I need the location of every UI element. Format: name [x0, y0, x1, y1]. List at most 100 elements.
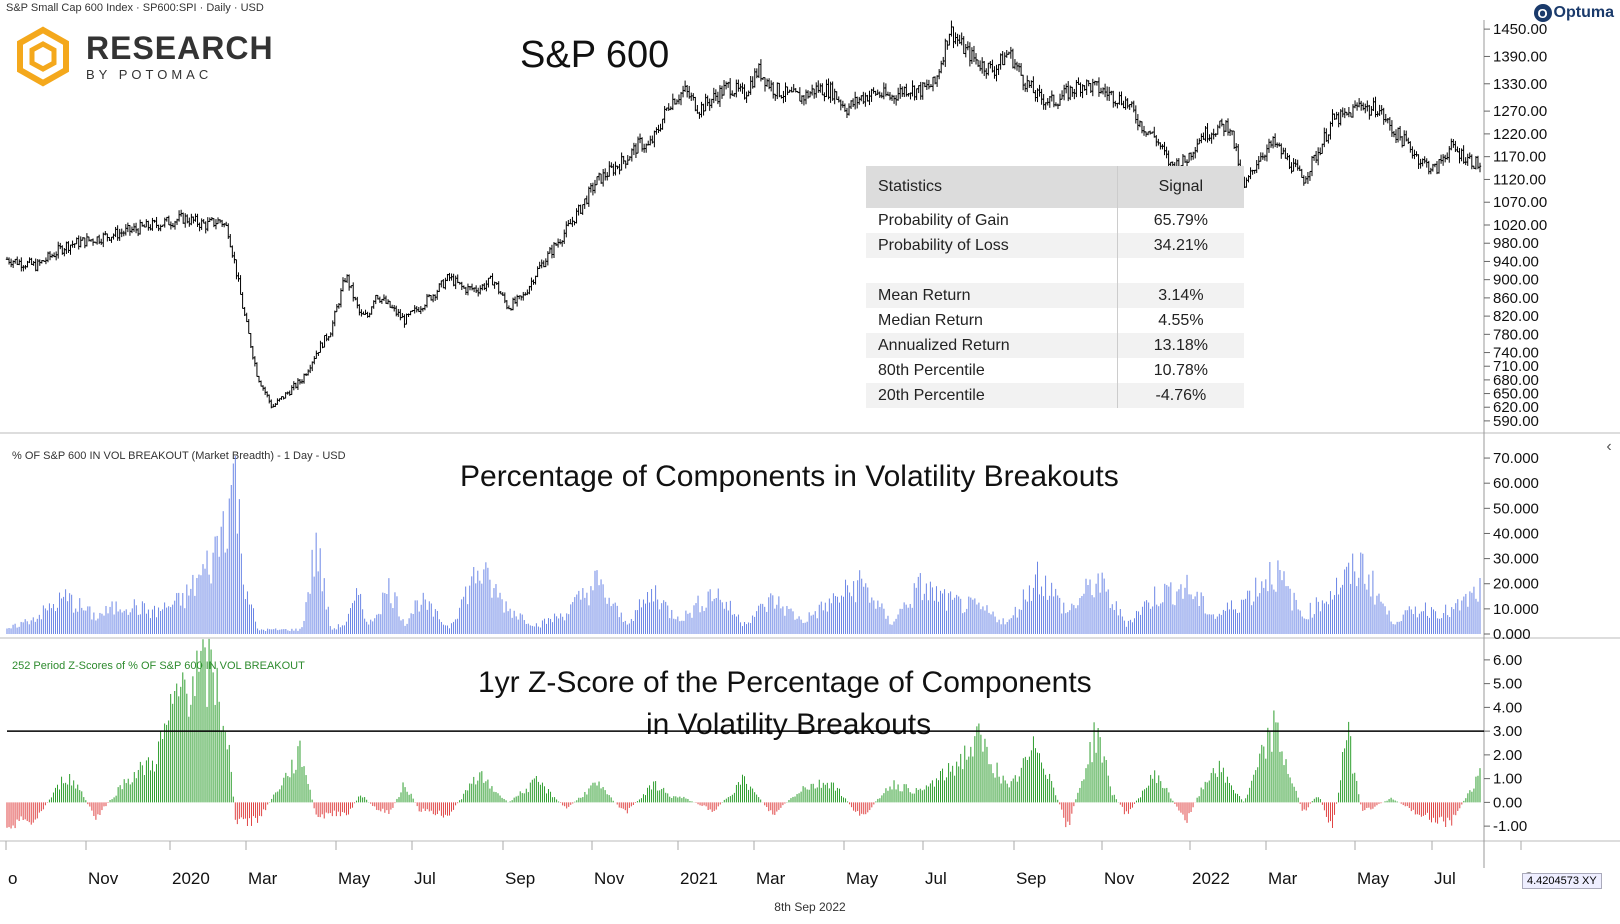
hexagon-logo-icon — [17, 26, 69, 87]
y-tick-label: 1390.00 — [1493, 48, 1547, 65]
x-tick-label: 2022 — [1192, 869, 1230, 888]
y-tick-label: 1120.00 — [1493, 171, 1546, 188]
breadth-panel-label: % OF S&P 600 IN VOL BREAKOUT (Market Bre… — [12, 450, 346, 462]
stats-row: Probability of Loss 34.21% — [866, 233, 1244, 258]
y-tick-label: 590.00 — [1493, 413, 1539, 430]
y-tick-label: 1020.00 — [1493, 217, 1547, 234]
y-tick-label: 3.00 — [1493, 723, 1522, 740]
y-tick-label: 820.00 — [1493, 308, 1539, 325]
y-tick-label: 40.000 — [1493, 525, 1539, 542]
y-tick-label: 0.00 — [1493, 794, 1522, 811]
stats-row-label: 80th Percentile — [866, 358, 1118, 383]
y-tick-label: 20.000 — [1493, 576, 1539, 593]
x-tick-label: Mar — [756, 869, 786, 888]
y-tick-label: 1330.00 — [1493, 76, 1547, 93]
y-tick-label: 50.000 — [1493, 500, 1539, 517]
x-axis: o Nov 2020 Mar May Jul Sep Nov 2021 Mar May Jul Sep N… — [5, 841, 1544, 888]
crosshair-value: 4.4204573 XY — [1522, 873, 1602, 889]
y-tick-label: 680.00 — [1493, 372, 1539, 389]
y-tick-label: 900.00 — [1493, 272, 1539, 289]
zscore-chart-title-line2: in Volatility Breakouts — [646, 708, 932, 741]
y-tick-label: 1220.00 — [1493, 126, 1547, 143]
stats-row-label: Probability of Gain — [866, 208, 1118, 233]
zscore-chart-title-line1: 1yr Z-Score of the Percentage of Compone… — [478, 666, 1092, 699]
y-tick-label: 1450.00 — [1493, 21, 1547, 38]
x-tick-label: Sep — [1016, 869, 1046, 888]
y-tick-label: 740.00 — [1493, 345, 1539, 362]
stats-row: 20th Percentile -4.76% — [866, 383, 1244, 408]
stats-row-value — [1117, 258, 1244, 283]
y-tick-label: 620.00 — [1493, 399, 1539, 416]
zscore-panel-label: 252 Period Z-Scores of % OF S&P 600 IN V… — [12, 660, 305, 672]
y-tick-label: 1270.00 — [1493, 103, 1547, 120]
stats-row-value: 34.21% — [1117, 233, 1244, 258]
y-tick-label: 70.000 — [1493, 450, 1539, 467]
y-tick-label: 30.000 — [1493, 551, 1539, 568]
stats-row-label: 20th Percentile — [866, 383, 1118, 408]
stats-row: Mean Return 3.14% — [866, 283, 1244, 308]
x-tick-label: Jul — [925, 869, 947, 888]
y-tick-label: 1070.00 — [1493, 194, 1547, 211]
chart-date: 8th Sep 2022 — [774, 900, 846, 914]
y-tick-label: 650.00 — [1493, 386, 1539, 403]
y-tick-label: 0.000 — [1493, 626, 1531, 643]
y-tick-label: 10.000 — [1493, 601, 1539, 618]
y-tick-label: 1170.00 — [1493, 149, 1546, 166]
logo-sub-text: BY POTOMAC — [86, 67, 213, 82]
x-tick-label: o — [8, 869, 17, 888]
x-tick-label: Mar — [248, 869, 278, 888]
collapse-panel-icon[interactable]: ‹ — [1606, 438, 1612, 455]
breadth-chart-title: Percentage of Components in Volatility B… — [460, 460, 1119, 493]
x-tick-label: Jul — [1434, 869, 1456, 888]
stats-row-value: 10.78% — [1153, 361, 1208, 379]
breadth-series — [6, 456, 1481, 634]
price-chart-title: S&P 600 — [520, 34, 670, 76]
stats-row-value: 13.18% — [1117, 333, 1244, 358]
y-tick-label: 710.00 — [1493, 358, 1539, 375]
x-tick-label: Sep — [505, 869, 535, 888]
x-tick-label: May — [338, 869, 371, 888]
stats-row-label: Probability of Loss — [866, 233, 1118, 258]
x-tick-label: Nov — [88, 869, 119, 888]
y-axis-ticks: 1450.00 1390.00 1330.00 1270.00 1220.00 1170.… — [1484, 21, 1547, 835]
y-tick-label: 1.00 — [1493, 771, 1522, 788]
y-tick-label: 860.00 — [1493, 290, 1539, 307]
stats-row-value: 4.55% — [1158, 311, 1204, 329]
stats-row-label — [866, 258, 1118, 283]
x-tick-label: Nov — [1104, 869, 1135, 888]
stats-row: 80th Percentile 10.78% — [866, 358, 1244, 383]
logo-main-text: RESEARCH — [86, 30, 274, 66]
stats-header-signal: Signal — [1117, 166, 1244, 208]
research-logo: RESEARCH BY POTOMAC — [12, 26, 274, 88]
y-tick-label: 2.00 — [1493, 747, 1522, 764]
stats-row: Annualized Return 13.18% — [866, 333, 1244, 358]
x-tick-label: 2020 — [172, 869, 210, 888]
y-tick-label: 980.00 — [1493, 235, 1539, 252]
y-tick-label: 60.000 — [1493, 475, 1539, 492]
x-tick-label: Mar — [1268, 869, 1298, 888]
price-series — [5, 20, 1482, 409]
stats-row-label: Mean Return — [866, 283, 1118, 308]
y-tick-label: 6.00 — [1493, 652, 1522, 669]
x-tick-label: Nov — [594, 869, 625, 888]
stats-row-value: -4.76% — [1117, 383, 1244, 408]
stats-row-value: 3.14% — [1117, 283, 1244, 308]
x-tick-label: Jul — [414, 869, 436, 888]
x-tick-label: 2021 — [680, 869, 718, 888]
y-tick-label: 5.00 — [1493, 676, 1522, 693]
stats-header-statistics: Statistics — [866, 166, 1118, 208]
stats-row-label: Median Return — [866, 308, 1118, 333]
stats-row-value: 65.79% — [1153, 211, 1208, 229]
chart-info: S&P Small Cap 600 Index · SP600:SPI · Da… — [6, 2, 264, 14]
optuma-brand: O Optuma — [1533, 4, 1614, 22]
stats-row: Probability of Gain 65.79% — [866, 208, 1244, 233]
y-tick-label: 4.00 — [1493, 699, 1522, 716]
statistics-table: Statistics Signal Probability of Gain 65.… — [866, 166, 1244, 408]
zscore-series — [6, 638, 1484, 829]
x-tick-label: May — [846, 869, 879, 888]
x-tick-label: May — [1357, 869, 1390, 888]
y-tick-label: -1.00 — [1493, 818, 1527, 835]
stats-row-label: Annualized Return — [866, 333, 1118, 358]
stats-row: Median Return 4.55% — [866, 308, 1244, 333]
